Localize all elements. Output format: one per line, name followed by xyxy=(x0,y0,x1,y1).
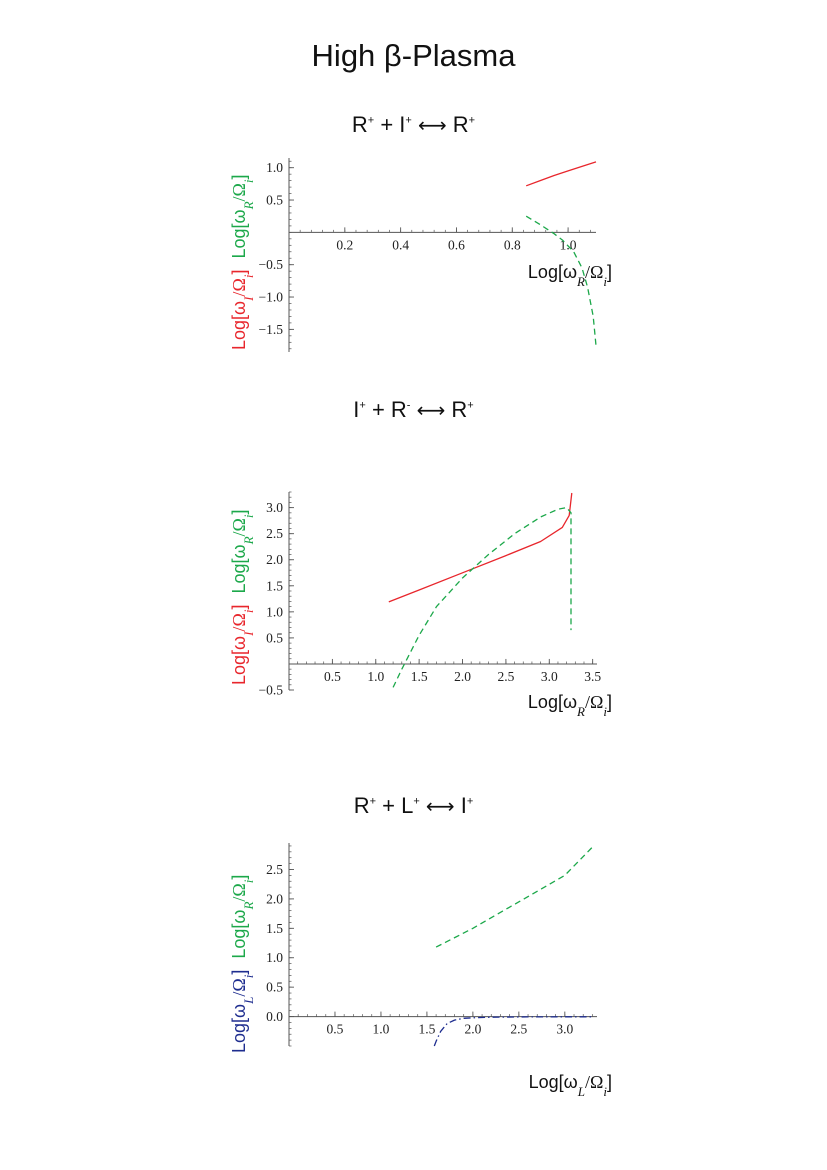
panel-1-title-mid: I xyxy=(399,112,406,137)
panel-1-title-arrow: ⟷ xyxy=(417,113,447,137)
x-tick-label: 2.0 xyxy=(454,669,471,684)
panel-1-ylabel: Log[ωI/Ωi] Log[ωR/Ωi] xyxy=(229,174,256,350)
y-tick-label: 1.0 xyxy=(266,950,283,965)
y-tick-label: 1.5 xyxy=(266,578,283,593)
panel-2-title: I+ + R- ⟷ R+ xyxy=(0,397,827,423)
x-tick-label: 3.0 xyxy=(556,1022,573,1037)
panel-1-ylabel-a: Log[ωI/Ωi] xyxy=(229,270,256,350)
x-tick-label: 1.0 xyxy=(367,669,384,684)
panel-2-ylabel-b: Log[ωR/Ωi] xyxy=(229,509,256,593)
panel-2-title-pre: I xyxy=(353,397,360,422)
panel-3-title-pre-sup: + xyxy=(369,795,377,808)
panel-3-xlabel: Log[ωL/Ωi] xyxy=(529,1072,612,1099)
chart-panel-3: Log[ωL/Ωi] Log[ωR/Ωi] Log[ωL/Ωi] 0.5 1.0 1… xyxy=(229,843,612,1099)
panel-1-title-plus: + xyxy=(374,112,400,137)
panel-3-title-plus: + xyxy=(376,793,402,818)
panel-2-title-arrow: ⟷ xyxy=(416,398,446,422)
panel-3-title-post-sup: + xyxy=(466,795,474,808)
y-tick-label: 0.5 xyxy=(266,980,283,995)
y-tick-label: −1.0 xyxy=(259,290,284,305)
y-tick-label: 2.5 xyxy=(266,526,283,541)
x-tick-label: 0.8 xyxy=(504,237,521,252)
x-tick-label: 1.0 xyxy=(373,1022,390,1037)
figure-title: High β-Plasma xyxy=(311,38,516,73)
panel-3-title-pre: R xyxy=(353,793,370,818)
chart-panel-2: Log[ωI/Ωi] Log[ωR/Ωi] Log[ωR/Ωi] 0.5 1.0 1… xyxy=(229,491,612,719)
x-tick-label: 2.5 xyxy=(497,669,514,684)
x-tick-label: 1.5 xyxy=(418,1022,435,1037)
panel-1-title: R+ + I+ ⟷ R+ xyxy=(0,112,827,138)
x-tick-label: 0.5 xyxy=(327,1022,344,1037)
chart-panel-1: Log[ωI/Ωi] Log[ωR/Ωi] Log[ωR/Ωi] 0.2 0.4 0… xyxy=(229,158,612,352)
panel-3-title-arrow: ⟷ xyxy=(425,794,455,818)
red-solid-curve xyxy=(388,492,573,603)
panel-2-title-plus: + xyxy=(365,397,391,422)
panel-2-title-pre-sup: + xyxy=(359,399,366,412)
x-tick-label: 2.0 xyxy=(464,1022,481,1037)
panel-2-xlabel: Log[ωR/Ωi] xyxy=(528,692,612,719)
y-tick-label: 1.0 xyxy=(266,604,283,619)
panel-3-title-mid: L xyxy=(401,793,414,818)
y-tick-label: −0.5 xyxy=(259,683,284,698)
y-tick-label: 2.0 xyxy=(266,891,283,906)
x-tick-label: 0.5 xyxy=(324,669,341,684)
panel-1-title-pre-sup: + xyxy=(367,114,375,127)
x-tick-label: 3.5 xyxy=(584,669,601,684)
panel-1-title-mid-sup: + xyxy=(405,114,412,127)
x-tick-label: 3.0 xyxy=(541,669,558,684)
panel-1-ylabel-b: Log[ωR/Ωi] xyxy=(229,174,256,258)
panel-2-ylabel-a: Log[ωI/Ωi] xyxy=(229,605,256,685)
panel-3-ylabel: Log[ωL/Ωi] Log[ωR/Ωi] xyxy=(229,875,256,1053)
x-tick-label: 0.4 xyxy=(392,237,409,252)
y-tick-label: 3.0 xyxy=(266,500,283,515)
green-dashed-curve xyxy=(525,215,597,346)
y-tick-label: 2.0 xyxy=(266,552,283,567)
x-tick-label: 0.6 xyxy=(448,237,465,252)
y-tick-label: 0.0 xyxy=(266,1009,283,1024)
panel-2-title-mid: R xyxy=(390,397,407,422)
panel-1-title-post-sup: + xyxy=(468,114,476,127)
y-tick-label: 1.0 xyxy=(266,160,283,175)
y-tick-label: 0.5 xyxy=(266,193,283,208)
panel-3-title: R+ + L+ ⟷ I+ xyxy=(0,793,827,819)
panel-3-ylabel-b: Log[ωR/Ωi] xyxy=(229,875,256,959)
x-tick-label: 2.5 xyxy=(510,1022,527,1037)
y-tick-label: 1.5 xyxy=(266,921,283,936)
blue-dashdot-curve xyxy=(433,1016,593,1047)
y-tick-label: 0.5 xyxy=(266,630,283,645)
x-tick-label: 0.2 xyxy=(336,237,353,252)
panel-1-title-pre: R xyxy=(351,112,368,137)
panel-1-xlabel: Log[ωR/Ωi] xyxy=(528,262,612,289)
x-tick-label: 1.5 xyxy=(411,669,428,684)
panel-1-title-post: R xyxy=(452,112,469,137)
panel-2-title-post-sup: + xyxy=(467,399,474,412)
panel-3-ylabel-a: Log[ωL/Ωi] xyxy=(229,970,256,1053)
green-dashed-curve xyxy=(392,506,572,688)
panel-2-ylabel: Log[ωI/Ωi] Log[ωR/Ωi] xyxy=(229,509,256,685)
panel-3-title-post: I xyxy=(460,793,467,818)
y-tick-label: 2.5 xyxy=(266,862,283,877)
panel-3-title-mid-sup: + xyxy=(413,795,420,808)
panel-2-title-mid-sup: - xyxy=(406,399,411,412)
red-solid-curve xyxy=(525,161,597,187)
y-tick-label: −1.5 xyxy=(259,322,284,337)
y-tick-label: −0.5 xyxy=(259,257,284,272)
green-dashed-curve xyxy=(435,846,593,948)
panel-2-title-post: R xyxy=(451,397,468,422)
